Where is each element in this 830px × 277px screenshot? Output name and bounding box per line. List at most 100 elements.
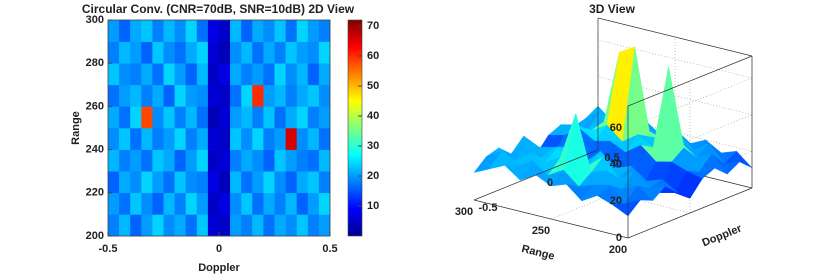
heat-cell	[163, 84, 175, 107]
heat-cell	[174, 84, 186, 107]
heat-cell	[296, 192, 309, 215]
heat-cell	[252, 214, 264, 237]
heat-cell	[152, 214, 164, 237]
heat-cell	[163, 171, 175, 194]
heat-cell	[141, 171, 153, 194]
heat-cell	[318, 192, 331, 215]
heat-cell	[230, 20, 242, 42]
heat-cell	[108, 128, 120, 150]
heat-cell	[318, 171, 331, 194]
chart-title: 3D View	[589, 2, 635, 16]
heat-cell	[230, 128, 242, 150]
heat-cell	[263, 149, 275, 172]
heat-cell	[296, 41, 309, 64]
heat-cell	[219, 128, 231, 150]
y-tick-label: 300	[86, 14, 104, 26]
heat-cell	[119, 149, 131, 172]
heat-cell	[296, 84, 309, 107]
heat-cell	[130, 192, 142, 215]
heat-cell	[318, 63, 331, 86]
heat-cell	[274, 192, 286, 215]
heat-cell	[174, 149, 186, 172]
heat-cell	[263, 171, 275, 194]
heat-cell	[219, 192, 231, 215]
y-tick-label: 0	[547, 177, 553, 189]
heat-cell	[196, 171, 209, 194]
heat-cell	[241, 106, 253, 129]
x-axis-label: Range	[520, 243, 556, 263]
x-tick-label: 0.5	[322, 243, 337, 255]
heat-cell	[274, 171, 286, 194]
colorbar-tick-label: 30	[367, 140, 379, 152]
heat-cell	[185, 128, 198, 150]
heat-cell	[185, 171, 198, 194]
heat-cell	[252, 41, 264, 64]
x-tick-label: 0	[216, 243, 222, 255]
grid-line	[627, 77, 753, 129]
heat-cell	[285, 63, 297, 86]
heat-cell	[307, 20, 320, 42]
heat-cell	[141, 149, 153, 172]
heat-cell	[196, 63, 209, 86]
heat-cell	[219, 63, 231, 86]
heat-cell	[130, 214, 142, 237]
heat-cell	[252, 106, 264, 129]
heat-cell	[174, 171, 186, 194]
heat-cell	[285, 192, 297, 215]
heat-cell	[241, 128, 253, 150]
y-tick-label: 240	[86, 144, 104, 156]
heat-cell	[119, 20, 131, 42]
heat-cell	[285, 84, 297, 107]
heat-cell	[230, 214, 242, 237]
heat-cell	[108, 84, 120, 107]
heat-cell	[119, 63, 131, 86]
chart-title: Circular Conv. (CNR=70dB, SNR=10dB) 2D V…	[82, 2, 355, 16]
y-tick-label: 220	[86, 187, 104, 199]
heat-cell	[241, 149, 253, 172]
heat-cell	[141, 63, 153, 86]
heat-cell	[230, 63, 242, 86]
heat-cell	[241, 192, 253, 215]
heat-cell	[307, 84, 320, 107]
heat-cell	[207, 41, 220, 64]
heat-cell	[263, 128, 275, 150]
heat-cell	[307, 41, 320, 64]
y-axis-label: Range	[70, 111, 82, 145]
heat-cell	[152, 63, 164, 86]
heat-cell	[207, 106, 220, 129]
heat-cell	[119, 171, 131, 194]
heat-cell	[141, 192, 153, 215]
heat-cell	[207, 20, 220, 42]
heat-cell	[152, 171, 164, 194]
heat-cell	[296, 106, 309, 129]
heat-cell	[252, 149, 264, 172]
heat-cell	[108, 63, 120, 86]
surface-patch	[612, 199, 641, 217]
heat-cell	[174, 106, 186, 129]
heat-cell	[274, 106, 286, 129]
heat-cell	[163, 106, 175, 129]
heat-cell	[307, 171, 320, 194]
heat-cell	[296, 63, 309, 86]
heat-cell	[141, 214, 153, 237]
heat-cell	[152, 128, 164, 150]
box-edge	[473, 149, 599, 201]
heat-cell	[130, 128, 142, 150]
heat-cell	[274, 214, 286, 237]
box-edge	[627, 55, 753, 107]
heat-cell	[207, 149, 220, 172]
heat-cell	[252, 20, 264, 42]
heat-cell	[274, 84, 286, 107]
heat-cell	[285, 20, 297, 42]
heat-cell	[196, 106, 209, 129]
x-tick-label: 250	[532, 225, 550, 237]
heat-cell	[285, 149, 297, 172]
heat-cell	[185, 20, 198, 42]
y-tick-label: 0.5	[604, 152, 619, 164]
heat-cell	[207, 84, 220, 107]
heat-cell	[152, 20, 164, 42]
heat-cell	[263, 192, 275, 215]
heat-cell	[252, 171, 264, 194]
heat-cell	[119, 214, 131, 237]
heat-cell	[241, 171, 253, 194]
